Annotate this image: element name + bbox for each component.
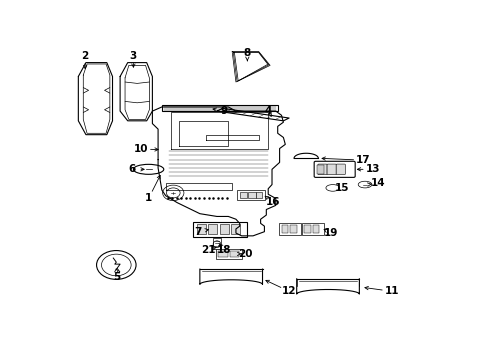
FancyBboxPatch shape: [240, 192, 247, 198]
FancyBboxPatch shape: [216, 249, 243, 258]
Text: 6: 6: [128, 164, 135, 174]
FancyBboxPatch shape: [208, 224, 218, 234]
FancyBboxPatch shape: [162, 105, 278, 111]
Text: 11: 11: [384, 286, 399, 296]
Text: 4: 4: [265, 106, 272, 116]
Text: 10: 10: [134, 144, 148, 154]
FancyBboxPatch shape: [314, 161, 355, 177]
Text: 9: 9: [221, 106, 228, 116]
FancyBboxPatch shape: [290, 225, 297, 233]
FancyBboxPatch shape: [304, 225, 311, 233]
Text: 15: 15: [335, 183, 349, 193]
Text: 7: 7: [194, 227, 202, 237]
FancyBboxPatch shape: [302, 223, 324, 235]
FancyBboxPatch shape: [237, 190, 265, 201]
FancyBboxPatch shape: [318, 164, 327, 175]
Text: 20: 20: [238, 249, 253, 259]
FancyBboxPatch shape: [220, 224, 229, 234]
Text: 12: 12: [282, 286, 296, 296]
Text: 1: 1: [145, 193, 152, 203]
FancyBboxPatch shape: [256, 192, 262, 198]
FancyBboxPatch shape: [313, 225, 319, 233]
FancyBboxPatch shape: [317, 165, 324, 174]
FancyBboxPatch shape: [248, 192, 256, 198]
Text: 8: 8: [244, 48, 251, 58]
Text: 3: 3: [130, 51, 137, 61]
Text: 19: 19: [324, 228, 338, 238]
Text: 13: 13: [366, 164, 380, 174]
Text: 5: 5: [113, 273, 120, 283]
FancyBboxPatch shape: [327, 164, 336, 175]
FancyBboxPatch shape: [230, 251, 239, 257]
Text: 21: 21: [201, 245, 216, 255]
Text: 17: 17: [356, 155, 370, 165]
Text: 18: 18: [217, 245, 232, 255]
FancyBboxPatch shape: [279, 223, 301, 235]
Text: 14: 14: [371, 178, 386, 188]
Text: 2: 2: [81, 51, 89, 61]
FancyBboxPatch shape: [213, 238, 221, 249]
FancyBboxPatch shape: [219, 251, 227, 257]
Text: 16: 16: [266, 197, 280, 207]
FancyBboxPatch shape: [197, 224, 206, 234]
FancyBboxPatch shape: [231, 224, 240, 234]
FancyBboxPatch shape: [193, 222, 246, 237]
FancyBboxPatch shape: [281, 225, 288, 233]
FancyBboxPatch shape: [336, 164, 345, 175]
